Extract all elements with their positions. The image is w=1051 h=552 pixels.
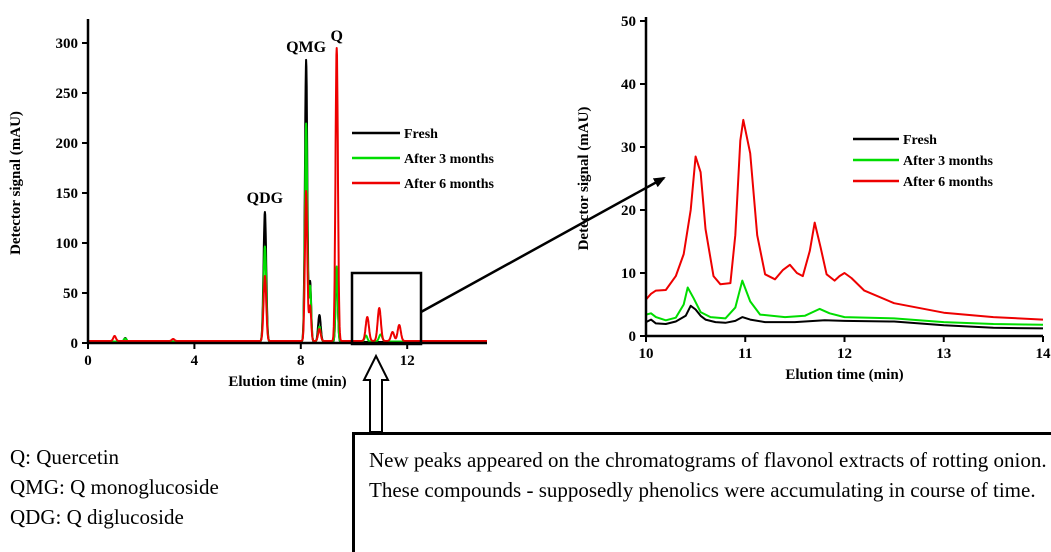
y-tick-label: 50	[621, 14, 636, 30]
y-tick-label: 300	[56, 36, 79, 52]
series-line-2	[88, 48, 487, 341]
y-tick-label: 100	[56, 236, 79, 252]
legend-label-2: After 6 months	[404, 177, 495, 192]
x-axis-title: Elution time (min)	[228, 374, 346, 390]
zoom-arrow	[421, 178, 664, 312]
y-tick-label: 30	[621, 140, 636, 156]
x-tick-label: 0	[84, 353, 92, 369]
y-tick-label: 0	[629, 329, 637, 345]
legend-label-2: After 6 months	[903, 175, 994, 190]
peak-label: QMG	[286, 39, 327, 56]
legend-label-1: After 3 months	[903, 154, 994, 169]
y-tick-label: 50	[63, 286, 78, 302]
note-text: New peaks appeared on the chromatograms …	[369, 448, 1047, 502]
x-tick-label: 4	[191, 353, 199, 369]
zoom-box	[352, 273, 421, 344]
x-tick-label: 13	[936, 346, 951, 362]
y-axis-title: Detector signal (mAU)	[8, 111, 24, 255]
x-tick-label: 12	[400, 353, 415, 369]
definition-qdg: QDG: Q diglucoside	[10, 502, 219, 532]
peak-label: QDG	[247, 190, 284, 207]
x-tick-label: 14	[1036, 346, 1051, 362]
y-tick-label: 20	[621, 203, 636, 219]
x-tick-label: 10	[639, 346, 654, 362]
zoom-annotations	[352, 178, 664, 432]
note-box: New peaks appeared on the chromatograms …	[352, 432, 1051, 552]
peak-label: Q	[330, 28, 342, 45]
series-line-0	[88, 60, 487, 342]
x-tick-label: 11	[738, 346, 752, 362]
x-tick-label: 12	[837, 346, 852, 362]
y-axis-title: Detector signal (mAU)	[576, 107, 592, 251]
y-tick-label: 40	[621, 77, 636, 93]
x-tick-label: 8	[297, 353, 305, 369]
definition-qmg: QMG: Q monoglucoside	[10, 472, 219, 502]
series-line-1	[646, 281, 1043, 325]
y-tick-label: 10	[621, 266, 636, 282]
y-tick-label: 200	[56, 136, 79, 152]
definition-q: Q: Quercetin	[10, 442, 219, 472]
y-tick-label: 150	[56, 186, 79, 202]
legend-label-0: Fresh	[404, 127, 438, 142]
abbreviation-list: Q: Quercetin QMG: Q monoglucoside QDG: Q…	[10, 442, 219, 532]
x-axis-title: Elution time (min)	[785, 367, 903, 383]
legend-label-1: After 3 months	[404, 152, 495, 167]
y-tick-label: 250	[56, 86, 79, 102]
legend-label-0: Fresh	[903, 133, 937, 148]
series-line-2	[646, 120, 1043, 320]
y-tick-label: 0	[71, 336, 79, 352]
up-arrow	[364, 356, 388, 432]
